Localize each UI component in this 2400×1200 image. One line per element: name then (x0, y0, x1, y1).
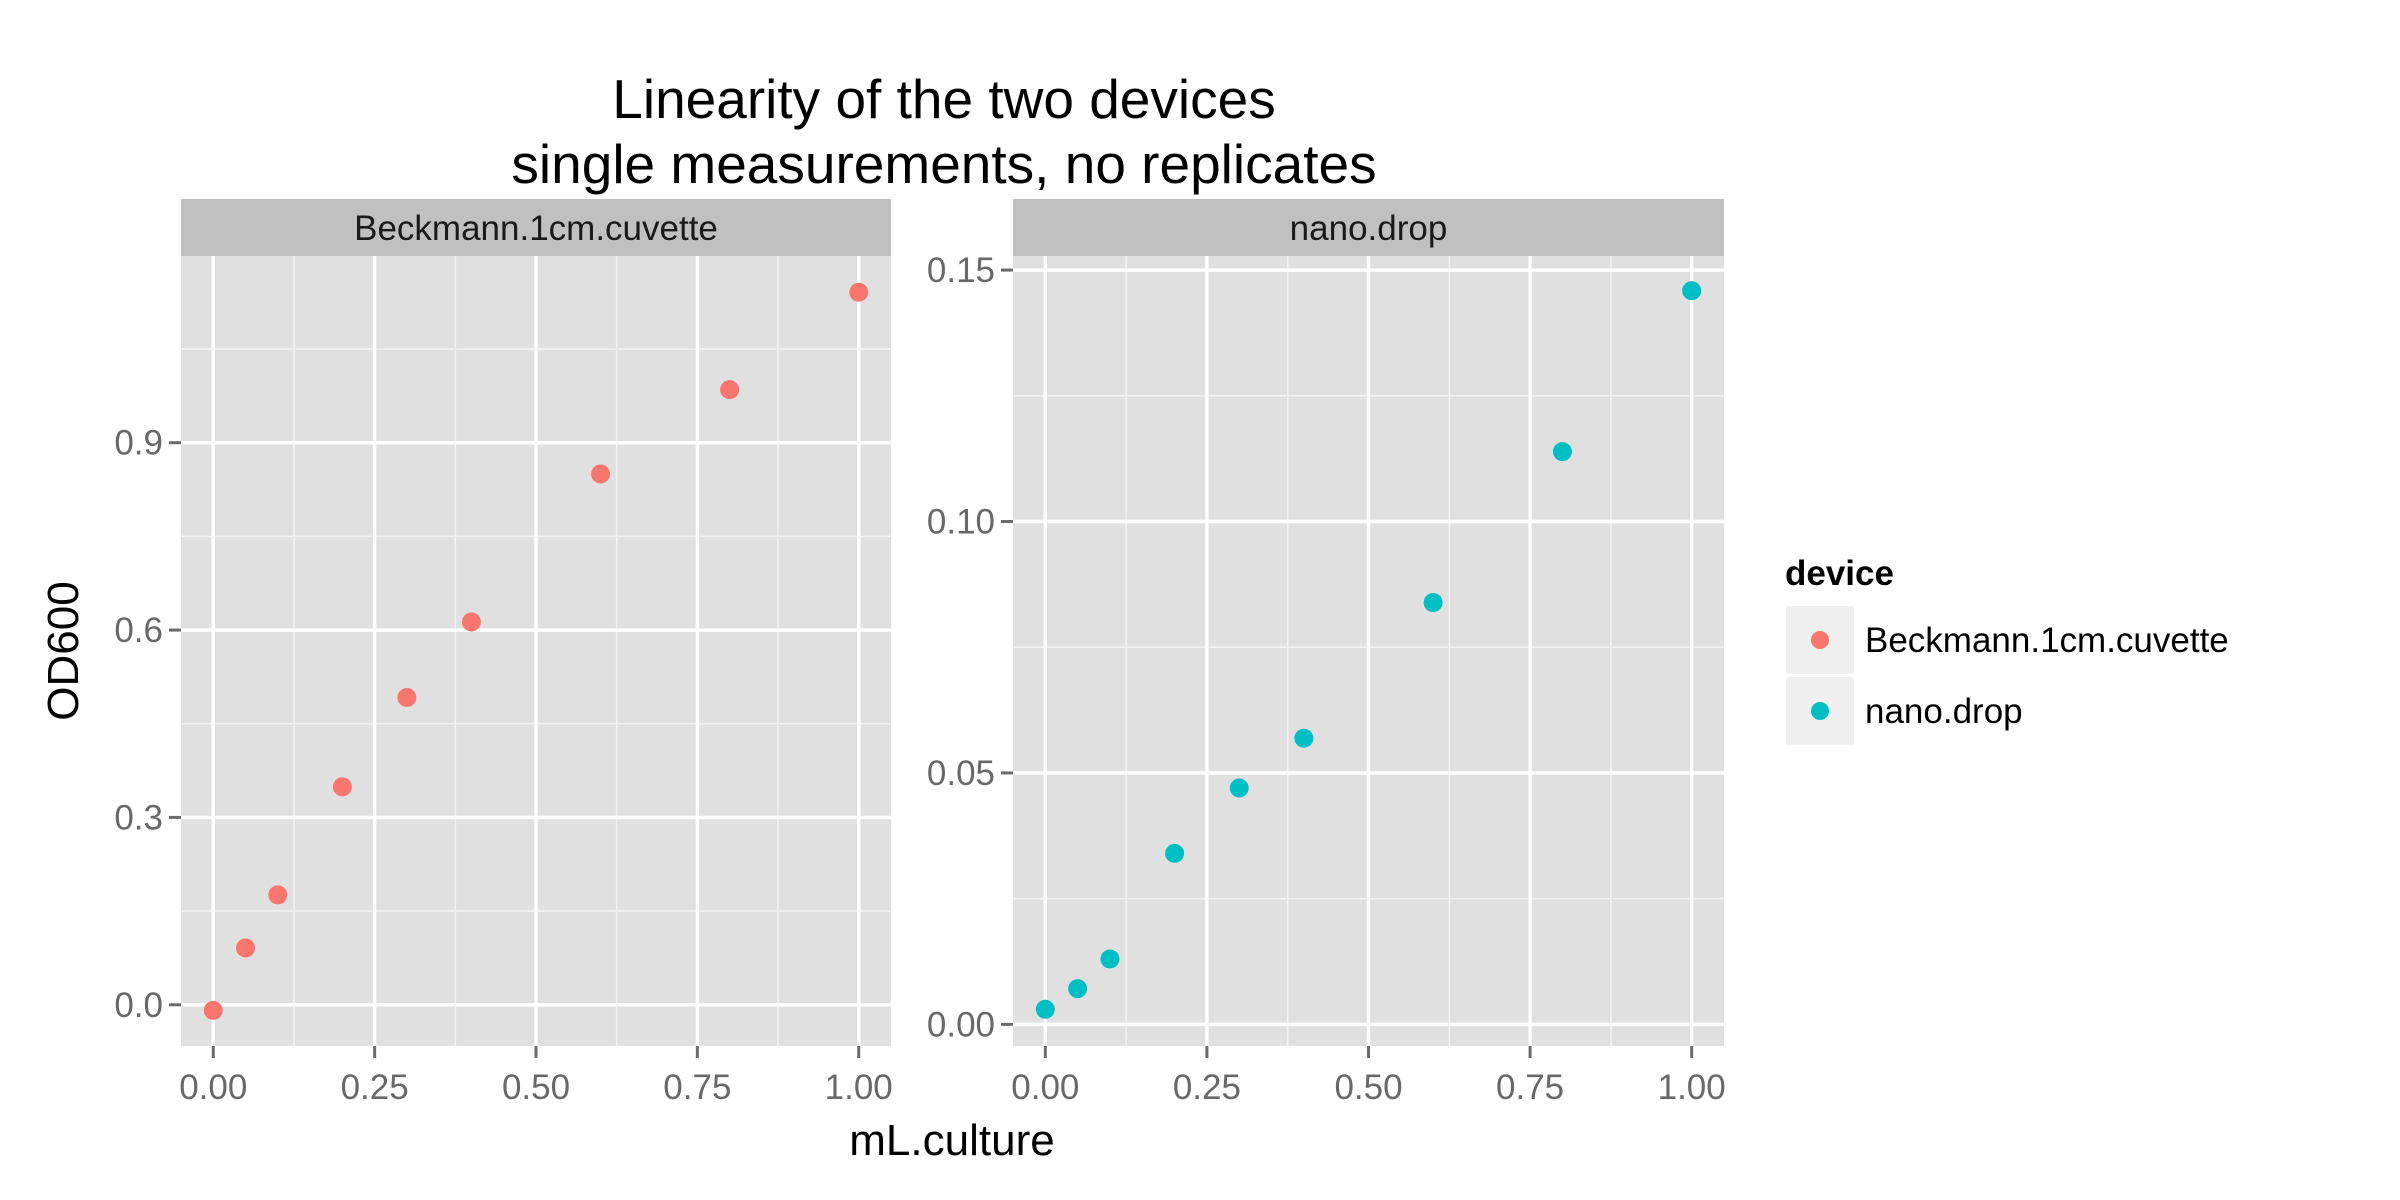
legend: device Beckmann.1cm.cuvette nano.drop (1785, 554, 2229, 745)
chart-subtitle: single measurements, no replicates (511, 133, 1376, 195)
y-tick-label: 0.6 (114, 611, 163, 650)
x-tick-label: 0.25 (341, 1068, 409, 1107)
data-point (236, 938, 256, 958)
legend-key-beckmann (1811, 631, 1829, 649)
data-point (1068, 979, 1088, 999)
facet-strip-label: Beckmann.1cm.cuvette (354, 209, 718, 248)
data-point (1100, 949, 1120, 969)
y-tick-label: 0.05 (927, 754, 995, 793)
data-point (1294, 728, 1314, 748)
data-point (1229, 778, 1249, 798)
data-point (332, 777, 352, 797)
facet-strip (1013, 199, 1724, 256)
chart-title: Linearity of the two devices (612, 68, 1275, 130)
data-point (1035, 999, 1055, 1019)
y-tick-label: 0.15 (927, 251, 995, 290)
data-point (849, 282, 869, 302)
data-point (461, 612, 481, 632)
y-tick-label: 0.00 (927, 1005, 995, 1044)
x-tick-label: 0.00 (1011, 1068, 1079, 1107)
x-axis-title: mL.culture (849, 1116, 1054, 1165)
legend-label-nano-drop: nano.drop (1865, 692, 2023, 731)
data-point (1552, 442, 1572, 462)
x-tick-label: 0.50 (1334, 1068, 1402, 1107)
data-point (1682, 281, 1702, 301)
facet-strip-label: nano.drop (1290, 209, 1448, 248)
x-tick-label: 0.25 (1173, 1068, 1241, 1107)
facet-strip (181, 199, 891, 256)
y-tick-label: 0.3 (114, 798, 163, 837)
y-tick-label: 0.10 (927, 503, 995, 542)
data-point (397, 688, 417, 708)
y-tick-label: 0.9 (114, 424, 163, 463)
data-point (203, 1000, 223, 1020)
facet-beckmann: Beckmann.1cm.cuvette 0.00 0.25 0.50 0.75 1.00… (114, 199, 893, 1107)
x-tick-label: 0.00 (179, 1068, 247, 1107)
data-point (720, 380, 740, 400)
facet-nano-drop: nano.drop 0.00 0.25 0.50 0.75 1.00 0.00 0.05 0.1… (927, 199, 1726, 1107)
data-point (268, 885, 288, 905)
y-tick-label: 0.0 (114, 986, 163, 1025)
legend-label-beckmann: Beckmann.1cm.cuvette (1865, 621, 2229, 660)
x-tick-label: 1.00 (1658, 1068, 1726, 1107)
data-point (1165, 843, 1185, 863)
x-tick-label: 0.50 (502, 1068, 570, 1107)
legend-key-nano-drop (1811, 702, 1829, 720)
x-tick-label: 0.75 (663, 1068, 731, 1107)
data-point (1423, 592, 1443, 612)
legend-title: device (1785, 554, 1894, 593)
x-tick-label: 1.00 (825, 1068, 893, 1107)
data-point (591, 464, 611, 484)
y-axis-title: OD600 (39, 581, 88, 720)
x-tick-label: 0.75 (1496, 1068, 1564, 1107)
